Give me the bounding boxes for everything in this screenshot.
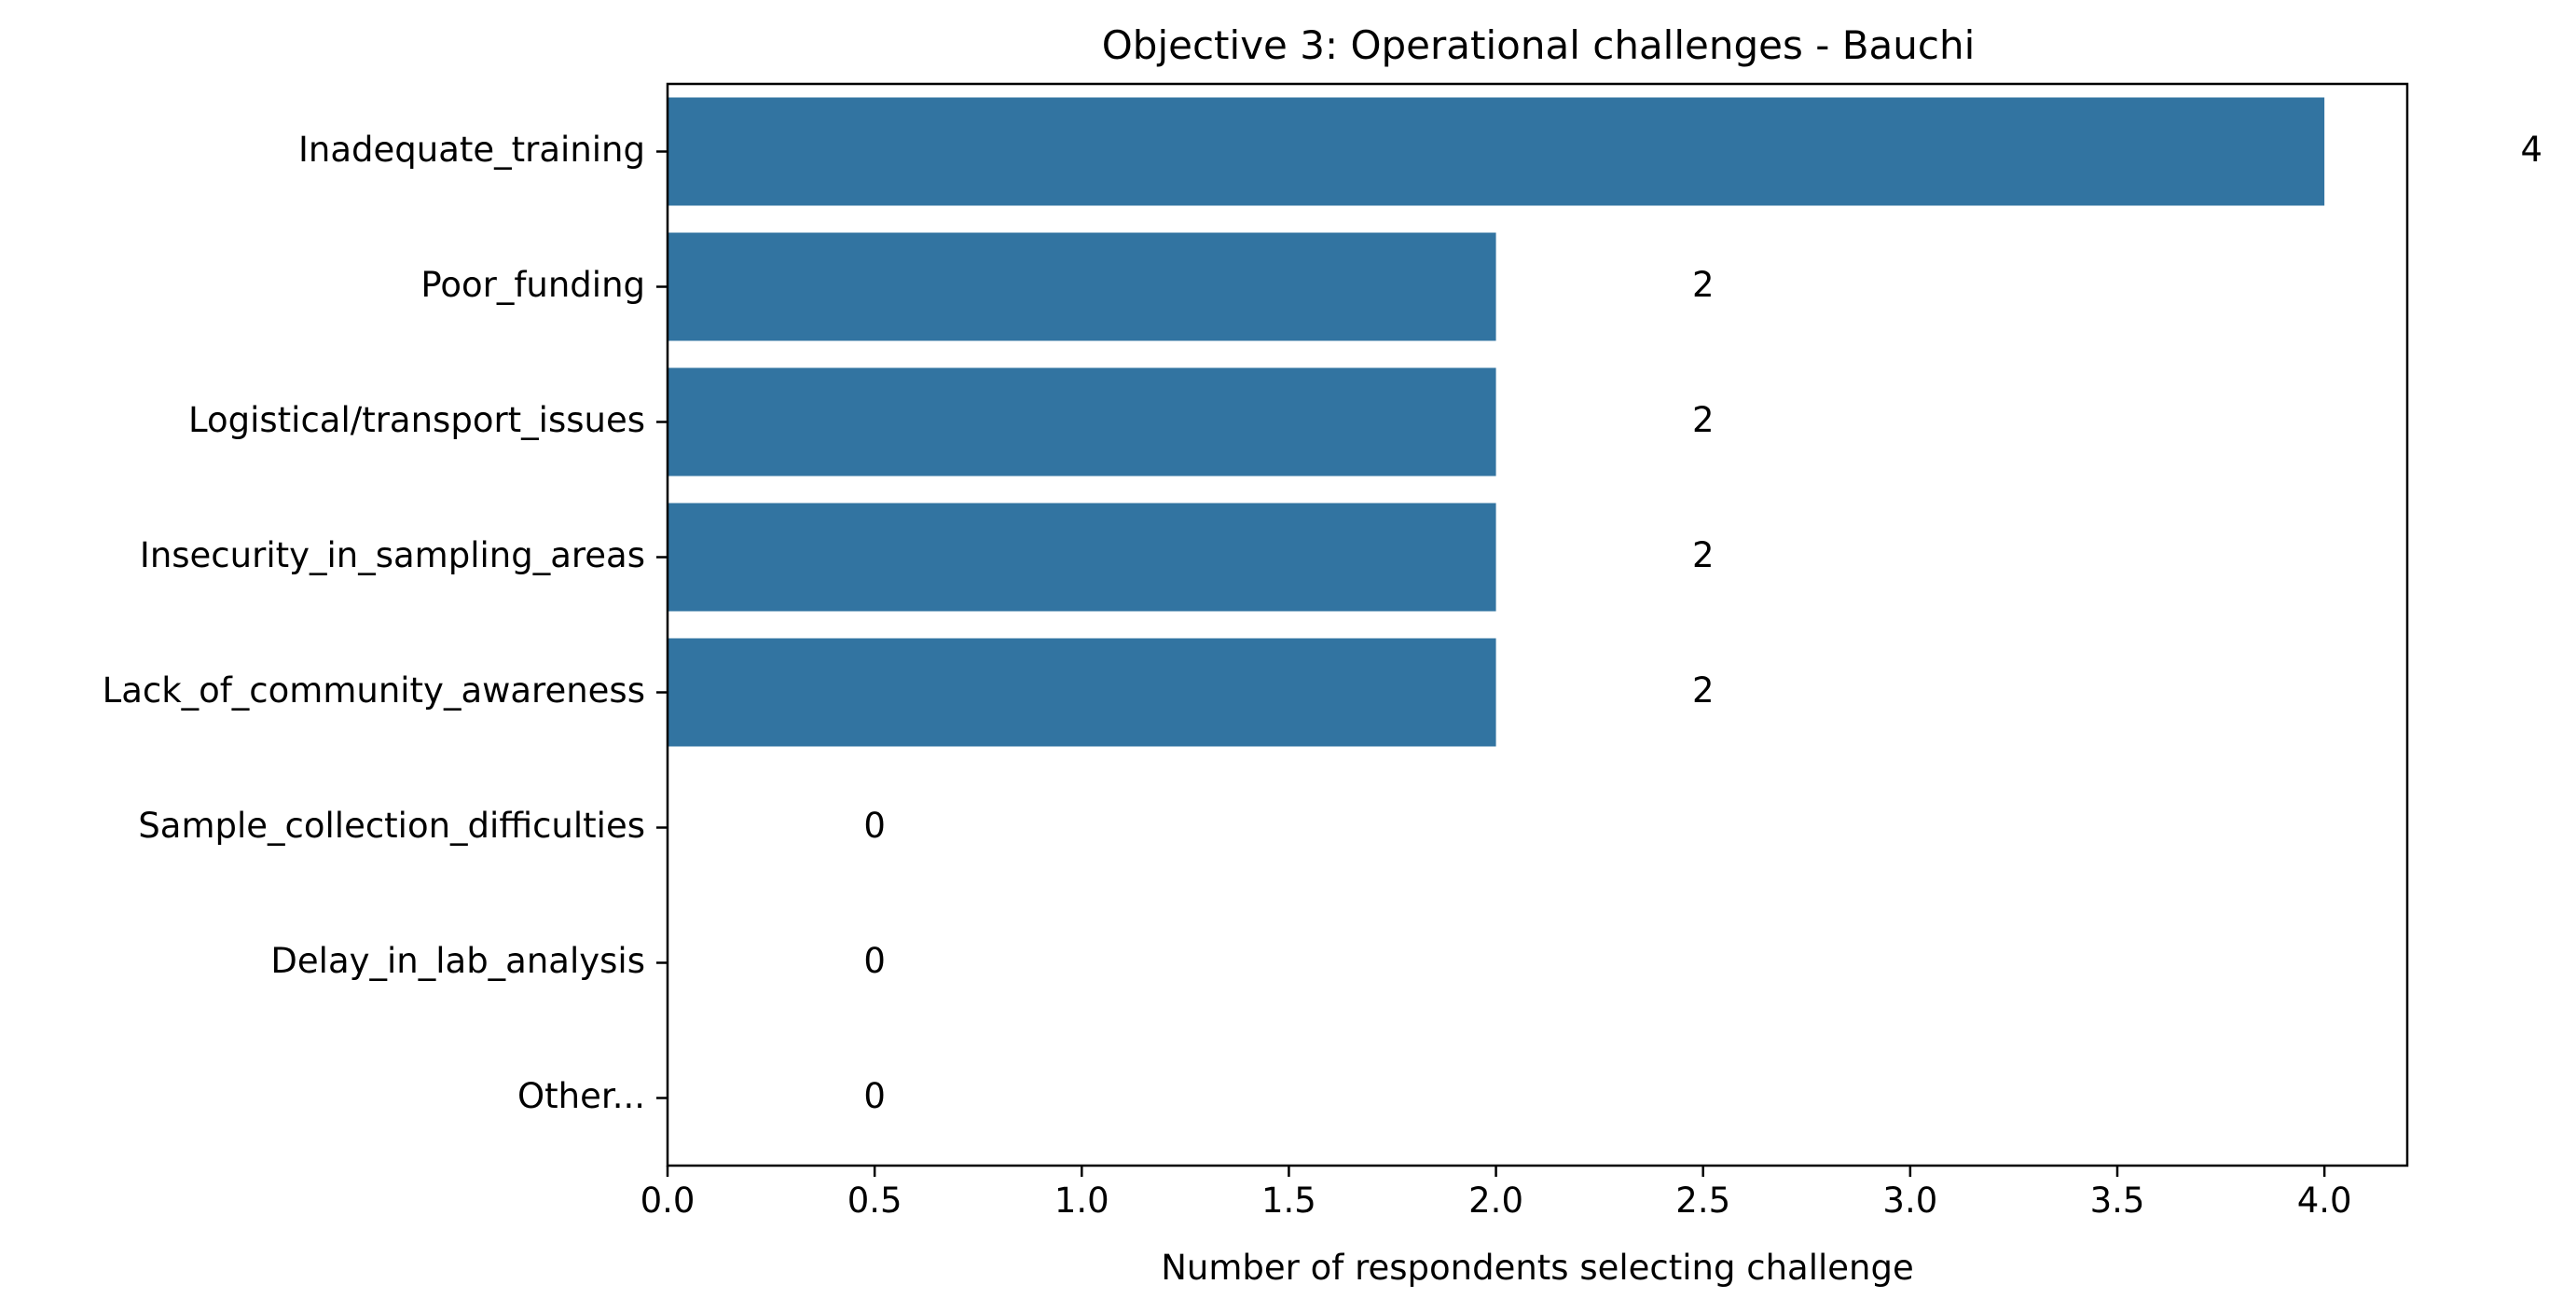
data-label: 0 [863, 941, 886, 981]
plot-frame [666, 82, 2409, 1167]
bars-group [668, 97, 2325, 747]
y-tick-label: Other... [517, 1076, 645, 1116]
bar [668, 232, 1496, 341]
y-tick-label: Sample_collection_difficulties [138, 806, 645, 846]
y-tick-label: Lack_of_community_awareness [103, 670, 645, 711]
x-tick-label: 3.5 [2090, 1181, 2145, 1221]
y-axis: Inadequate_training Poor_funding Logistica… [103, 130, 668, 1116]
data-label: 0 [863, 1076, 886, 1116]
data-label: 2 [1692, 535, 1715, 575]
data-label: 2 [1692, 400, 1715, 440]
y-tick-label: Inadequate_training [298, 130, 645, 170]
bar [668, 367, 1496, 476]
y-tick-label: Poor_funding [420, 265, 645, 305]
x-tick-label: 1.5 [1261, 1181, 1316, 1221]
x-tick-label: 1.0 [1054, 1181, 1109, 1221]
y-tick-label: Delay_in_lab_analysis [270, 941, 645, 981]
data-label: 2 [1692, 670, 1715, 711]
bar [668, 503, 1496, 612]
data-label: 4 [2521, 130, 2543, 170]
data-label: 0 [863, 806, 886, 846]
x-tick-label: 2.5 [1675, 1181, 1730, 1221]
bar [668, 97, 2325, 206]
x-tick-label: 0.5 [847, 1181, 902, 1221]
y-tick-label: Insecurity_in_sampling_areas [140, 535, 645, 575]
x-tick-label: 2.0 [1468, 1181, 1523, 1221]
bar [668, 638, 1496, 747]
value-labels-group: 4 2 2 2 2 0 0 0 [863, 130, 2542, 1116]
x-tick-label: 0.0 [641, 1181, 696, 1221]
x-axis: 0.0 0.5 1.0 1.5 2.0 2.5 3.0 3.5 4.0 [641, 1166, 2352, 1221]
x-tick-label: 4.0 [2297, 1181, 2352, 1221]
y-tick-label: Logistical/transport_issues [188, 400, 645, 440]
x-tick-label: 3.0 [1882, 1181, 1937, 1221]
data-label: 2 [1692, 265, 1715, 305]
x-axis-label: Number of respondents selecting challeng… [1161, 1248, 1913, 1288]
chart-title: Objective 3: Operational challenges - Ba… [1102, 22, 1976, 68]
